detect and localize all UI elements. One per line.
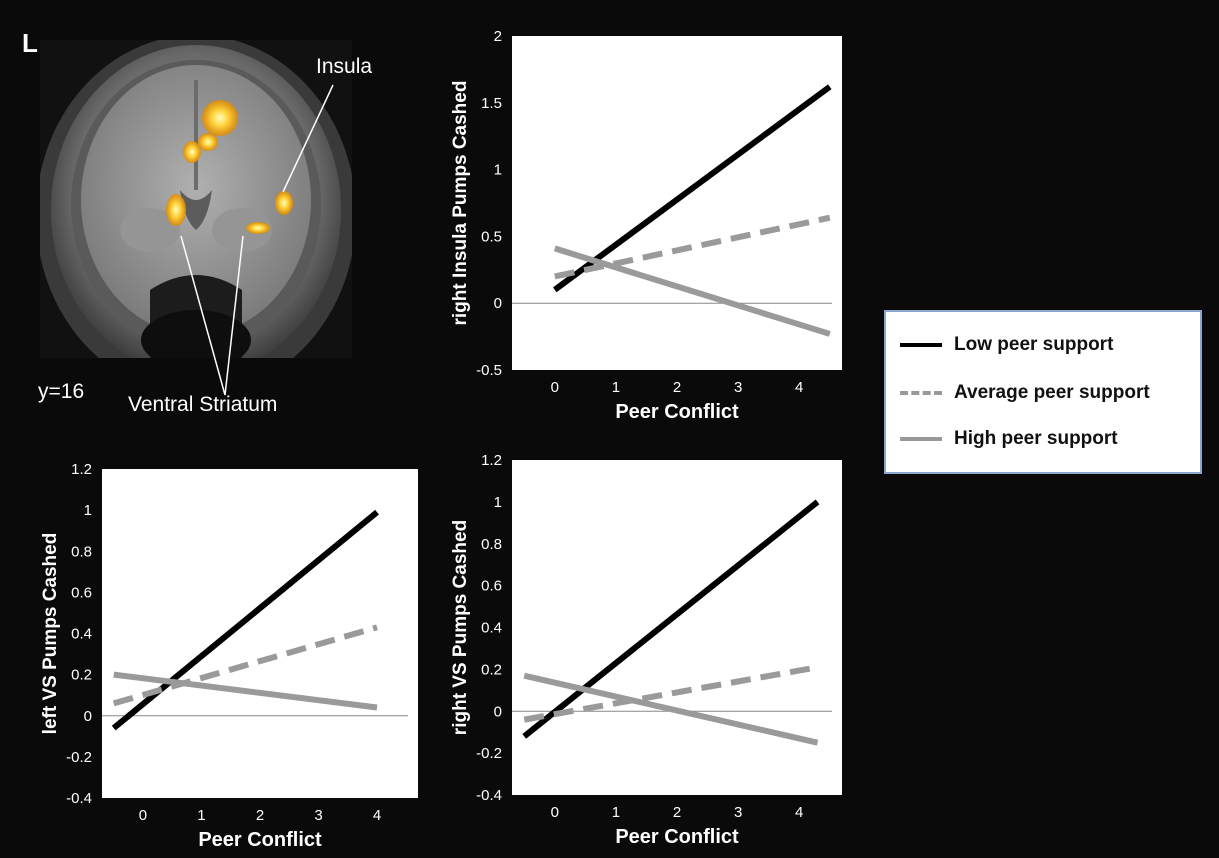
- x-tick-label: 1: [612, 804, 620, 821]
- x-axis-label: Peer Conflict: [615, 401, 739, 423]
- slice-coordinate-label: y=16: [38, 380, 85, 403]
- y-tick-label: 0: [494, 703, 502, 720]
- x-tick-label: 4: [373, 807, 381, 824]
- insula-label: Insula: [316, 55, 373, 78]
- y-tick-label: -0.5: [476, 362, 502, 379]
- series-line-average: [523, 664, 819, 723]
- x-tick-label: 0: [139, 807, 147, 824]
- legend-label-high: High peer support: [954, 428, 1118, 449]
- x-tick-label: 0: [551, 804, 559, 821]
- legend: Low peer support Average peer support Hi…: [884, 310, 1202, 474]
- y-tick-label: 1: [494, 162, 502, 179]
- y-tick-label: 1: [84, 502, 92, 519]
- legend-label-average: Average peer support: [954, 382, 1150, 403]
- x-tick-label: 3: [314, 807, 322, 824]
- x-axis-label: Peer Conflict: [198, 829, 322, 851]
- x-tick-label: 4: [795, 379, 803, 396]
- x-axis-label: Peer Conflict: [615, 826, 739, 848]
- x-tick-label: 1: [197, 807, 205, 824]
- y-axis-label: left VS Pumps Cashed: [40, 533, 61, 735]
- x-tick-label: 2: [256, 807, 264, 824]
- y-axis-label: right VS Pumps Cashed: [450, 520, 471, 735]
- panel-letter: L: [22, 28, 38, 58]
- y-tick-label: -0.4: [66, 790, 92, 807]
- legend-item-average: Average peer support: [900, 382, 1150, 404]
- y-tick-label: 2: [494, 28, 502, 45]
- x-tick-label: 3: [734, 804, 742, 821]
- brain-coronal-slice-image: [40, 40, 352, 358]
- y-tick-label: 0.2: [481, 661, 502, 678]
- y-tick-label: 0: [494, 295, 502, 312]
- chart-right-vs: -0.4 -0.2 0 0.2 0.4 0.6 0.8 1 1.2 0 1 2 3 4 Peer Confl…: [450, 452, 842, 848]
- series-line-average: [112, 624, 378, 707]
- brain-label-pointers: [180, 84, 334, 396]
- y-tick-label: 1: [494, 494, 502, 511]
- chart-left-vs: -0.4 -0.2 0 0.2 0.4 0.6 0.8 1 1.2 0 1 2 3 4 Peer Confl…: [40, 461, 418, 851]
- legend-swatch-high: [900, 437, 942, 441]
- y-tick-label: -0.2: [66, 749, 92, 766]
- y-tick-label: 0.2: [71, 667, 92, 684]
- legend-item-low: Low peer support: [900, 334, 1113, 356]
- legend-swatch-average: [900, 391, 942, 395]
- y-tick-label: 0.5: [481, 228, 502, 245]
- x-tick-label: 3: [734, 379, 742, 396]
- y-tick-label: 0: [84, 708, 92, 725]
- ventral-striatum-label: Ventral Striatum: [128, 393, 278, 416]
- chart-right-insula: -0.5 0 0.5 1 1.5 2 0 1 2 3 4 Peer Conflict right Ins…: [450, 28, 842, 423]
- x-tick-label: 4: [795, 804, 803, 821]
- y-tick-label: 0.6: [71, 584, 92, 601]
- y-tick-label: -0.2: [476, 745, 502, 762]
- y-tick-label: 0.8: [71, 543, 92, 560]
- series-line-high: [523, 672, 819, 746]
- series-line-average: [554, 214, 831, 280]
- y-tick-label: 0.4: [71, 626, 92, 643]
- series-line-low: [522, 499, 820, 739]
- legend-item-high: High peer support: [900, 428, 1118, 450]
- series-line-high: [113, 671, 378, 711]
- legend-swatch-low: [900, 343, 942, 347]
- y-tick-label: -0.4: [476, 787, 502, 804]
- y-tick-label: 0.8: [481, 536, 502, 553]
- y-axis-label: right Insula Pumps Cashed: [450, 81, 471, 326]
- y-tick-label: 1.5: [481, 95, 502, 112]
- y-tick-label: 0.6: [481, 578, 502, 595]
- plot-area: [512, 460, 842, 795]
- series-line-high: [553, 245, 831, 337]
- legend-label-low: Low peer support: [954, 334, 1114, 355]
- x-tick-label: 2: [673, 804, 681, 821]
- y-tick-label: 1.2: [481, 452, 502, 469]
- series-line-low: [552, 84, 832, 293]
- x-tick-label: 2: [673, 379, 681, 396]
- y-tick-label: 0.4: [481, 620, 502, 637]
- x-tick-label: 1: [612, 379, 620, 396]
- x-tick-label: 0: [551, 379, 559, 396]
- y-tick-label: 1.2: [71, 461, 92, 478]
